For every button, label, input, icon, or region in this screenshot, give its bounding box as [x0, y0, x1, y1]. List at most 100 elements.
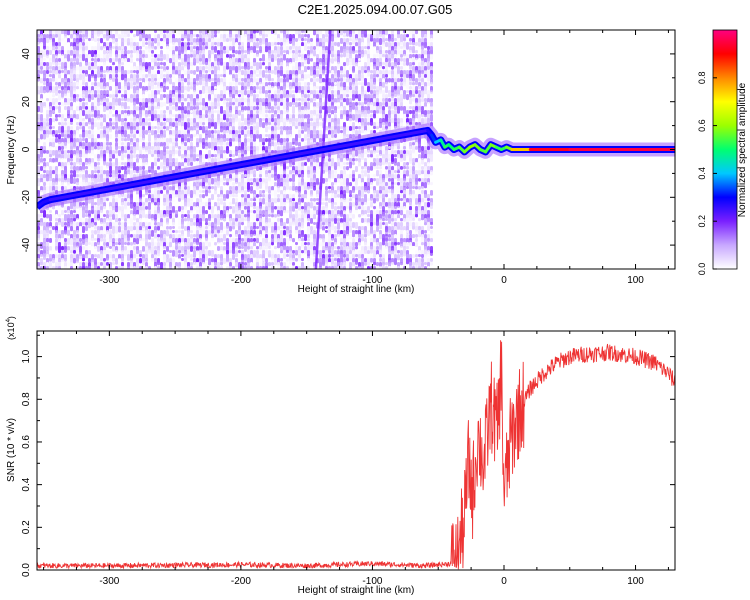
noise-cell — [316, 30, 319, 35]
noise-cell — [247, 110, 250, 115]
noise-cell — [124, 226, 127, 231]
noise-cell — [202, 154, 205, 159]
noise-cell — [214, 234, 217, 238]
noise-cell — [259, 174, 262, 178]
noise-cell — [178, 226, 181, 230]
noise-cell — [94, 94, 97, 98]
noise-cell — [37, 34, 40, 38]
noise-cell — [151, 130, 154, 136]
noise-cell — [88, 174, 91, 179]
noise-cell — [235, 186, 238, 191]
noise-cell — [157, 250, 160, 257]
noise-cell — [70, 246, 73, 251]
noise-cell — [211, 226, 214, 231]
noise-cell — [136, 58, 139, 62]
noise-cell — [91, 242, 94, 248]
noise-cell — [109, 38, 112, 44]
noise-cell — [199, 62, 202, 66]
noise-cell — [82, 70, 85, 74]
noise-cell — [160, 74, 163, 79]
noise-cell — [133, 246, 136, 250]
noise-cell — [163, 54, 166, 60]
noise-cell — [73, 218, 76, 222]
noise-cell — [82, 242, 85, 245]
noise-cell — [232, 118, 235, 124]
noise-cell — [187, 82, 190, 86]
noise-cell — [304, 178, 307, 182]
noise-cell — [97, 158, 100, 162]
noise-cell — [97, 246, 100, 252]
noise-cell — [196, 214, 199, 219]
noise-cell — [175, 246, 178, 250]
noise-cell — [106, 114, 109, 119]
noise-cell — [46, 98, 49, 102]
noise-cell — [313, 46, 316, 50]
noise-cell — [187, 254, 190, 259]
noise-cell — [205, 82, 208, 88]
noise-cell — [274, 30, 277, 36]
noise-cell — [211, 234, 214, 239]
noise-cell — [160, 190, 163, 194]
noise-cell — [316, 38, 319, 43]
noise-cell — [142, 42, 145, 47]
noise-cell — [70, 238, 73, 246]
noise-cell — [253, 194, 256, 198]
noise-cell — [70, 258, 73, 264]
noise-cell — [238, 190, 241, 194]
noise-cell — [160, 214, 163, 219]
noise-cell — [73, 250, 76, 254]
noise-cell — [112, 258, 115, 262]
noise-cell — [124, 134, 127, 138]
noise-cell — [127, 142, 130, 147]
noise-cell — [244, 106, 247, 111]
noise-cell — [217, 158, 220, 162]
noise-cell — [163, 86, 166, 93]
noise-cell — [49, 158, 52, 164]
noise-cell — [310, 94, 313, 98]
noise-cell — [310, 218, 313, 224]
noise-cell — [145, 38, 148, 42]
noise-cell — [76, 218, 79, 224]
noise-cell — [67, 250, 70, 255]
noise-cell — [286, 198, 289, 204]
noise-cell — [262, 230, 265, 234]
noise-cell — [172, 102, 175, 106]
noise-cell — [172, 190, 175, 196]
noise-cell — [268, 246, 271, 250]
noise-cell — [64, 178, 67, 183]
noise-cell — [169, 258, 172, 264]
noise-cell — [256, 94, 259, 98]
noise-cell — [193, 30, 196, 35]
noise-cell — [298, 38, 301, 43]
noise-cell — [280, 206, 283, 211]
noise-cell — [154, 78, 157, 82]
noise-cell — [97, 66, 100, 71]
noise-cell — [100, 122, 103, 127]
noise-cell — [208, 86, 211, 94]
noise-cell — [58, 118, 61, 122]
noise-cell — [196, 106, 199, 110]
noise-cell — [55, 234, 58, 239]
noise-cell — [214, 214, 217, 219]
noise-cell — [127, 150, 130, 155]
noise-cell — [214, 42, 217, 46]
noise-cell — [313, 182, 316, 188]
noise-cell — [61, 210, 64, 216]
noise-cell — [151, 138, 154, 143]
noise-cell — [271, 222, 274, 226]
noise-cell — [241, 222, 244, 226]
noise-cell — [190, 254, 193, 258]
noise-cell — [46, 182, 49, 186]
noise-cell — [121, 74, 124, 81]
noise-cell — [127, 146, 130, 151]
noise-cell — [106, 218, 109, 222]
noise-cell — [229, 190, 232, 195]
noise-cell — [193, 186, 196, 191]
noise-cell — [193, 106, 196, 110]
noise-cell — [157, 66, 160, 70]
noise-cell — [79, 174, 82, 178]
noise-cell — [97, 170, 100, 174]
noise-cell — [238, 122, 241, 127]
noise-cell — [175, 30, 178, 35]
noise-cell — [193, 234, 196, 238]
